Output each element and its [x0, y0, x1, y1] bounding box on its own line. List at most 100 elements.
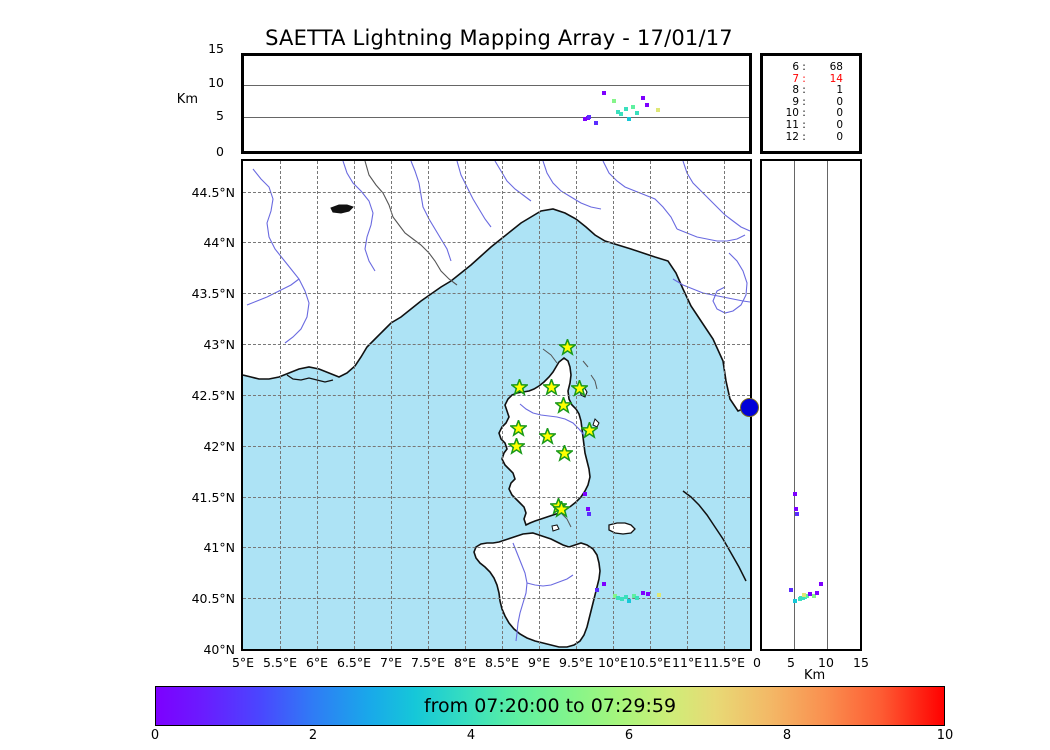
lightning-source-point: [594, 121, 599, 126]
lightning-source-point: [616, 596, 621, 601]
map-gridline-lon: [465, 161, 467, 649]
top-ytick-5: 5: [216, 108, 224, 123]
source-count-value: 1: [836, 84, 843, 97]
gridline-alt-10: [244, 85, 749, 86]
lightning-source-point: [631, 594, 636, 599]
map-panel[interactable]: [241, 159, 759, 651]
lightning-source-point: [799, 596, 804, 601]
latitude-tick-label: 44°N: [203, 235, 235, 251]
colorbar-tick-label: 2: [308, 728, 318, 743]
right-xtick-0: 0: [753, 655, 761, 670]
colorbar-tick-label: 8: [782, 728, 792, 743]
source-count-row: 9: 0: [769, 95, 843, 109]
top-ytick-0: 0: [216, 144, 224, 159]
source-count-value: 68: [829, 61, 843, 73]
map-gridline-lat: [243, 496, 750, 498]
longitude-tick-label: 10°E: [598, 655, 629, 670]
map-gridline-lat: [243, 394, 750, 396]
source-count-value: 0: [836, 95, 843, 108]
page-title: SAETTA Lightning Mapping Array - 17/01/1…: [0, 26, 1050, 50]
lightning-source-point: [805, 594, 810, 599]
colorbar-gradient: [155, 686, 945, 726]
lightning-source-point: [582, 492, 587, 497]
source-count-value: 14: [829, 72, 843, 85]
map-gridline-lat: [243, 445, 750, 447]
lightning-source-point: [645, 592, 650, 597]
map-gridline-lat: [243, 191, 750, 193]
latitude-tick-label: 42.5°N: [191, 387, 235, 403]
right-xtick-15: 15: [853, 655, 869, 670]
longitude-tick-label: 8°E: [453, 655, 477, 670]
lma-station-marker: [508, 418, 529, 437]
lightning-source-point: [641, 591, 646, 596]
gridline-alt-5: [244, 117, 749, 118]
altitude-longitude-panel: [241, 53, 752, 154]
lightning-source-point: [634, 111, 639, 115]
lightning-source-point: [587, 114, 592, 119]
lma-station-marker: [541, 377, 562, 397]
lma-station-marker: [569, 378, 590, 398]
lightning-source-point: [612, 594, 617, 599]
colorbar-tick-label: 4: [466, 728, 476, 743]
source-count-separator: :: [802, 61, 806, 73]
lma-station-marker: [506, 436, 527, 456]
source-count-separator: :: [802, 95, 806, 108]
lightning-source-point: [645, 102, 650, 107]
lightning-source-point: [594, 588, 599, 593]
source-count-row: 12: 0: [769, 130, 843, 144]
lma-station-marker: [509, 377, 529, 397]
lightning-source-point: [788, 588, 793, 593]
map-gridline-lon: [428, 161, 430, 649]
gridline-km-5: [794, 161, 795, 649]
colorbar-tick-label: 0: [150, 728, 160, 743]
source-count-row: 10: 0: [769, 108, 843, 120]
lma-station-marker: [551, 499, 572, 519]
map-gridline-lon: [576, 161, 578, 649]
lightning-source-point: [582, 117, 587, 122]
map-gridline-lon: [613, 161, 615, 649]
source-count-row: 11: 0: [769, 118, 843, 132]
map-gridline-lon: [317, 161, 318, 649]
latitude-tick-label: 43°N: [203, 337, 235, 352]
top-ytick-15: 15: [208, 41, 224, 56]
lightning-source-point: [612, 98, 617, 103]
lightning-source-point: [619, 597, 624, 602]
longitude-tick-label: 10.5°E: [629, 655, 672, 670]
map-gridline-lon: [391, 161, 393, 649]
source-count-separator: :: [802, 130, 806, 143]
source-count-legend-panel: 6: 68 7: 14 8: 1 9: 0 10: 0 11: 0 12: 0: [760, 53, 862, 154]
source-count-key: 10: [785, 107, 799, 120]
lightning-source-point: [619, 112, 624, 117]
map-gridline-lon: [354, 161, 356, 649]
latitude-tick-label: 40°N: [203, 642, 235, 657]
map-gridline-lon: [280, 161, 281, 649]
colorbar-tick-label: 10: [936, 728, 954, 743]
longitude-tick-label: 6.5°E: [337, 655, 372, 670]
latitude-tick-label: 41°N: [203, 540, 235, 556]
map-gridline-lon: [724, 161, 726, 649]
source-count-value: 0: [836, 118, 843, 131]
lightning-source-point: [585, 506, 590, 511]
source-count-key: 6: [792, 61, 799, 73]
time-colorbar[interactable]: from 07:20:00 to 07:29:59: [155, 686, 945, 726]
source-count-separator: :: [802, 72, 806, 85]
top-ytick-10: 10: [208, 75, 224, 90]
source-count-value: 0: [836, 130, 843, 143]
lightning-source-point: [656, 593, 661, 598]
right-panel-axis-label: Km: [804, 668, 826, 683]
source-count-key: 8: [792, 84, 799, 97]
lightning-source-point: [819, 581, 824, 586]
right-xtick-10: 10: [818, 655, 834, 670]
source-count-row: 6: 68: [769, 61, 843, 74]
map-canvas: [243, 161, 750, 649]
lightning-source-point: [793, 599, 798, 604]
lightning-source-point: [807, 592, 812, 597]
source-count-row: 7: 14: [769, 72, 843, 86]
map-gridline-lon: [687, 161, 689, 649]
longitude-tick-label: 6°E: [305, 655, 329, 670]
longitude-tick-label: 8.5°E: [485, 655, 520, 670]
right-xtick-5: 5: [787, 655, 795, 670]
colorbar-time-label: from 07:20:00 to 07:29:59: [423, 695, 677, 717]
map-gridline-lat: [243, 242, 750, 244]
lma-station-marker: [538, 426, 558, 445]
